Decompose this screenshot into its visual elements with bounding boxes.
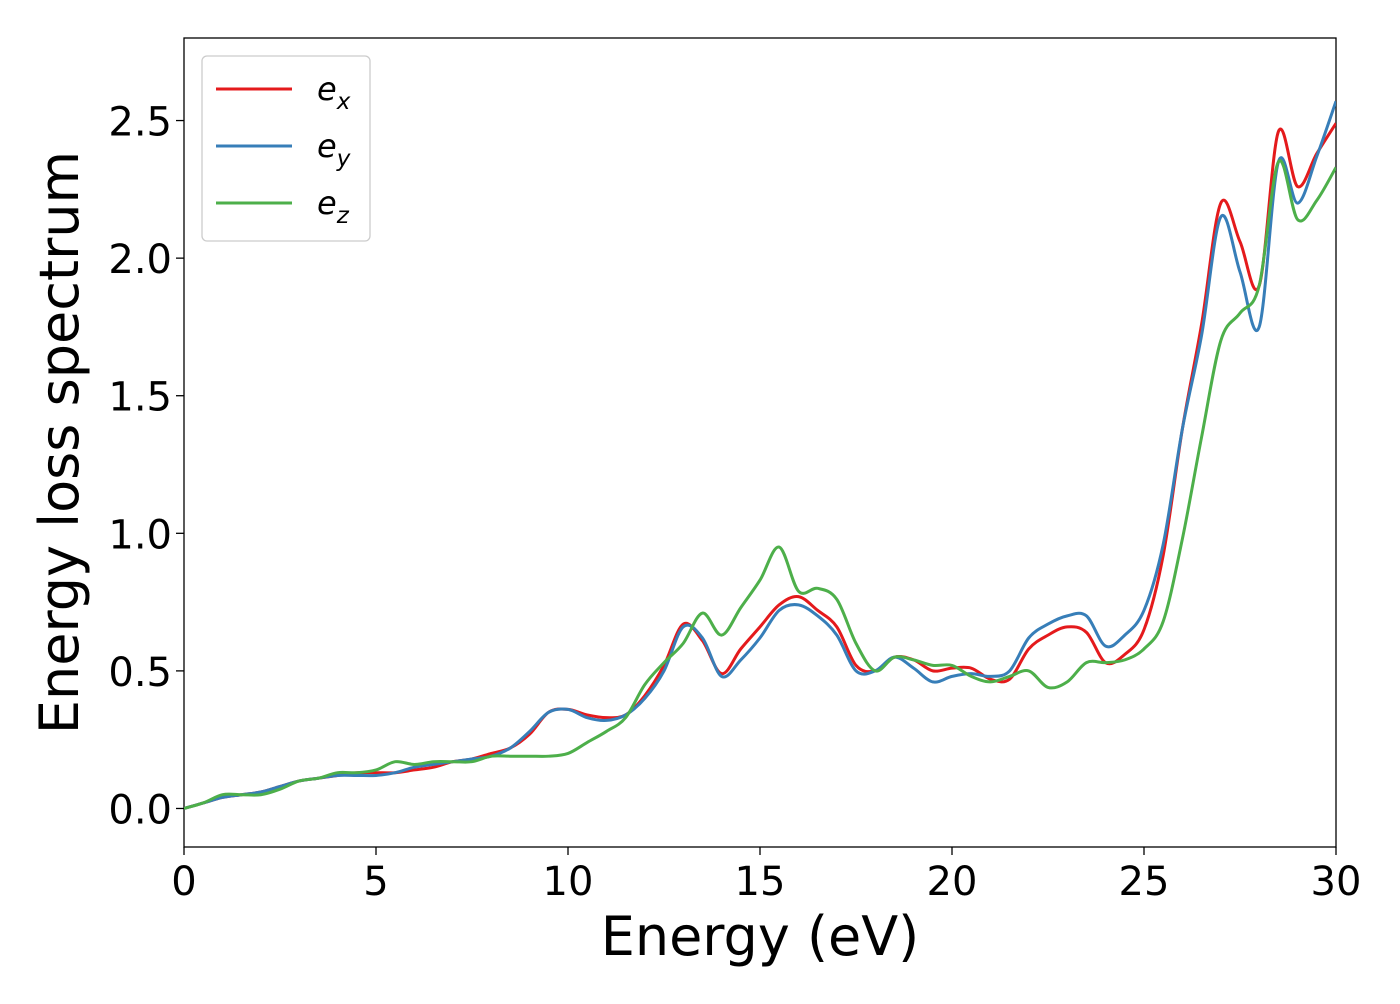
- x-tick-label: 0: [171, 859, 196, 905]
- plot-frame: [183, 37, 1337, 848]
- y-tick-label: 0.0: [108, 787, 172, 833]
- series-line-e-y: [184, 100, 1336, 810]
- y-tick-label: 1.5: [108, 375, 172, 421]
- x-tick-label: 20: [927, 859, 978, 905]
- x-tick-label: 15: [735, 859, 786, 905]
- y-tick-label: 0.5: [108, 650, 172, 696]
- y-tick-label: 2.5: [108, 100, 172, 146]
- legend-label-subscript: y: [336, 146, 351, 172]
- y-axis-title: Energy loss spectrum: [28, 151, 91, 734]
- legend-label-subscript: x: [336, 89, 351, 115]
- x-tick-label: 25: [1119, 859, 1170, 905]
- y-tick-label: 1.0: [108, 512, 172, 558]
- series-layer: [184, 100, 1336, 810]
- axes-layer: 0 5 10 15 20 25 30 0.0 0.5 1.0 1.5 2.0 2.5: [108, 100, 1361, 905]
- x-tick-label: 10: [543, 859, 594, 905]
- series-line-e-z: [184, 159, 1336, 810]
- y-tick-label: 2.0: [108, 237, 172, 283]
- x-tick-label: 5: [363, 859, 388, 905]
- x-axis-title: Energy (eV): [601, 905, 920, 968]
- legend-label-subscript: z: [336, 203, 350, 229]
- plot-area: [183, 37, 1337, 848]
- legend-box: [201, 55, 371, 242]
- x-tick-label: 30: [1311, 859, 1362, 905]
